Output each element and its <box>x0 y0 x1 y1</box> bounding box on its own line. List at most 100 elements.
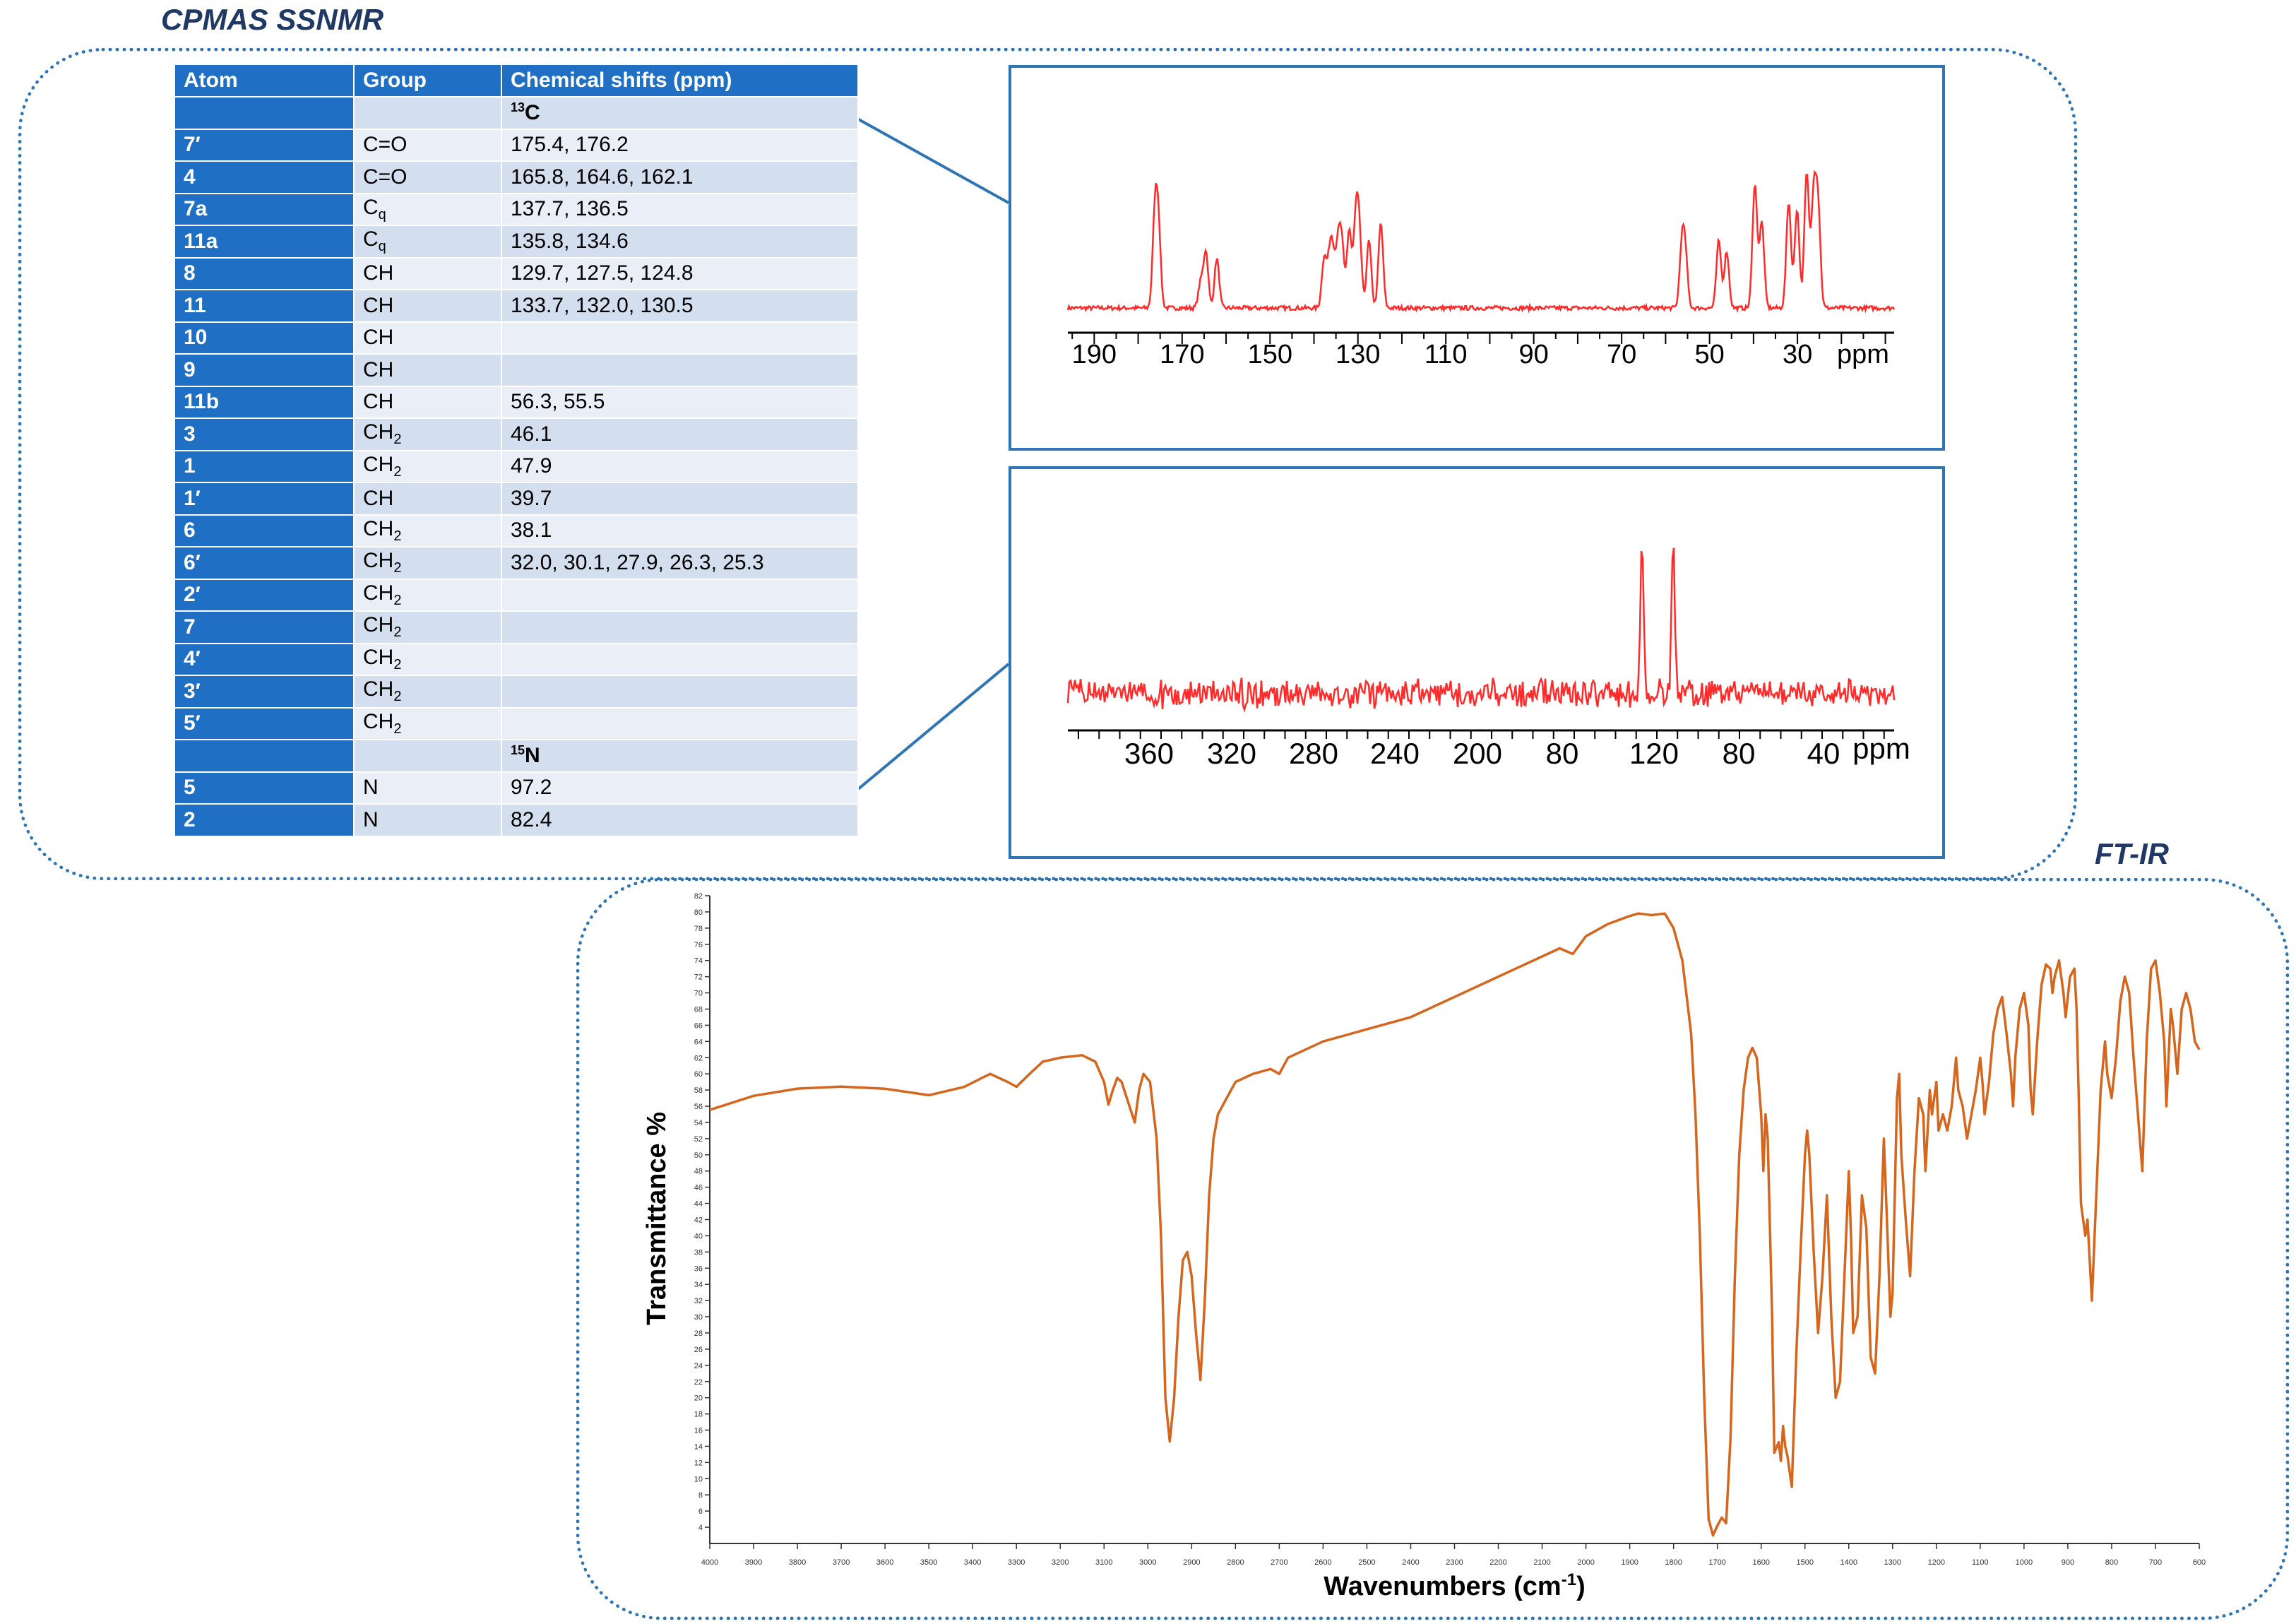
n15-tick-label: 80 <box>1546 737 1579 770</box>
ir-y-tick-label: 76 <box>694 941 703 949</box>
table-row: 4′ CH2 <box>174 642 859 676</box>
c13-unit-label: ppm <box>1837 340 1889 369</box>
table-row: 3 CH2 46.1 <box>174 417 859 451</box>
ir-x-tick-label: 2400 <box>1402 1558 1419 1567</box>
ir-y-tick-label: 28 <box>694 1329 703 1338</box>
ir-y-tick-label: 80 <box>694 908 703 917</box>
c13-spectrum: 190 170 150 130 110 90 70 50 30 ppm <box>1066 170 1896 369</box>
table-row: 6 CH2 38.1 <box>174 514 859 547</box>
shifts-cell: 135.8, 134.6 <box>501 225 859 259</box>
ir-x-axis-label: Wavenumbers (cm-1) <box>1324 1570 1585 1601</box>
ir-x-tick-label: 900 <box>2062 1558 2074 1567</box>
ir-y-tick-label: 42 <box>694 1216 703 1225</box>
group-cell: C=O <box>353 160 502 194</box>
ir-y-tick-label: 62 <box>694 1054 703 1062</box>
ir-x-tick-label: 3300 <box>1008 1558 1025 1567</box>
atom-cell: 11a <box>174 225 355 259</box>
ir-y-tick-label: 12 <box>694 1459 703 1467</box>
group-cell: CH2 <box>353 514 502 547</box>
ir-y-tick-label: 38 <box>694 1248 703 1257</box>
ir-y-tick-label: 32 <box>694 1297 703 1305</box>
group-subscript: 2 <box>393 560 402 576</box>
group-subscript: 2 <box>393 463 402 480</box>
shifts-cell: 133.7, 132.0, 130.5 <box>501 289 859 323</box>
ir-x-tick-label: 2900 <box>1183 1558 1200 1567</box>
group-subscript: 2 <box>393 624 402 641</box>
ir-x-tick-label: 1300 <box>1884 1558 1901 1567</box>
table-header-row: Atom Group Chemical shifts (ppm) <box>174 64 859 97</box>
atom-cell: 1′ <box>174 482 355 516</box>
ir-y-tick-label: 40 <box>694 1232 703 1240</box>
atom-cell <box>174 739 355 773</box>
ir-y-tick-label: 4 <box>698 1524 703 1532</box>
group-subscript: 2 <box>393 592 402 608</box>
group-cell: C=O <box>353 128 502 162</box>
ir-y-tick-label: 26 <box>694 1346 703 1354</box>
ir-y-tick-label: 24 <box>694 1362 703 1370</box>
shifts-cell <box>501 353 859 387</box>
ir-x-tick-label: 1500 <box>1796 1558 1813 1567</box>
group-cell: CH2 <box>353 578 502 612</box>
c13-tick-label: 30 <box>1783 340 1812 369</box>
atom-cell: 7′ <box>174 128 355 162</box>
atom-cell: 1 <box>174 449 355 483</box>
ir-x-tick-label: 1100 <box>1972 1558 1989 1567</box>
ir-y-axis-label: Transmittance % <box>642 1112 672 1325</box>
group-cell: CH2 <box>353 546 502 580</box>
ir-y-tick-label: 16 <box>694 1427 703 1435</box>
ir-spectrum-line <box>709 912 2201 1537</box>
ir-x-tick-label: 2000 <box>1577 1558 1594 1567</box>
group-cell <box>353 739 502 773</box>
atom-cell: 7a <box>174 192 355 226</box>
ir-x-tick-label: 2600 <box>1314 1558 1331 1567</box>
shifts-cell <box>501 642 859 676</box>
ir-y-tick-label: 18 <box>694 1411 703 1419</box>
n15-tick-label: 200 <box>1453 737 1502 770</box>
group-cell: CH <box>353 321 502 355</box>
n15-tick-label: 240 <box>1370 737 1420 770</box>
atom-cell: 2 <box>174 803 355 837</box>
ir-y-tick-label: 30 <box>694 1313 703 1322</box>
header-shifts: Chemical shifts (ppm) <box>501 64 859 97</box>
ir-x-tick-label: 800 <box>2105 1558 2118 1567</box>
ir-y-tick-label: 54 <box>694 1119 703 1127</box>
group-cell: CH2 <box>353 417 502 451</box>
atom-cell: 11 <box>174 289 355 323</box>
ir-x-tick-label: 3500 <box>920 1558 937 1567</box>
ir-x-tick-label: 3700 <box>833 1558 850 1567</box>
c13-spectrum-line <box>1066 170 1896 314</box>
ir-y-tick-label: 56 <box>694 1103 703 1111</box>
ir-x-tick-label: 3400 <box>964 1558 981 1567</box>
ir-x-tick-label: 600 <box>2193 1558 2206 1567</box>
n15-tick-label: 40 <box>1807 737 1840 770</box>
n15-tick-label: 360 <box>1124 737 1174 770</box>
ir-x-tick-label: 1900 <box>1621 1558 1638 1567</box>
nucleus-row: 13C <box>174 96 859 130</box>
ir-x-tick-label: 3900 <box>745 1558 762 1567</box>
ir-y-tick-label: 64 <box>694 1038 703 1046</box>
ir-x-tick-label: 2100 <box>1533 1558 1550 1567</box>
atom-cell: 6′ <box>174 546 355 580</box>
n15-tick-label: 80 <box>1723 737 1756 770</box>
atom-cell: 3′ <box>174 675 355 709</box>
header-atom: Atom <box>174 64 355 97</box>
ir-y-tick-label: 10 <box>694 1475 703 1483</box>
nucleus-symbol: C <box>525 101 540 125</box>
c13-tick-label: 170 <box>1160 340 1204 369</box>
ir-x-tick-label: 3000 <box>1139 1558 1156 1567</box>
n15-tick-label: 280 <box>1289 737 1338 770</box>
nucleus-mass: 13 <box>511 100 525 115</box>
ir-x-tick-label: 2800 <box>1227 1558 1244 1567</box>
ir-panel-title: FT-IR <box>2095 837 2169 870</box>
group-cell: N <box>353 803 502 837</box>
n15-tick-label: 320 <box>1207 737 1256 770</box>
ir-x-tick-label: 1700 <box>1708 1558 1725 1567</box>
ir-x-tick-label: 2700 <box>1271 1558 1287 1567</box>
c13-spectrum-box: 190 170 150 130 110 90 70 50 30 ppm <box>1009 65 1945 451</box>
group-cell: CH <box>353 482 502 516</box>
shifts-cell: 175.4, 176.2 <box>501 128 859 162</box>
n15-spectrum-line <box>1066 547 1896 713</box>
shifts-cell <box>501 321 859 355</box>
ir-y-tick-label: 14 <box>694 1442 703 1451</box>
